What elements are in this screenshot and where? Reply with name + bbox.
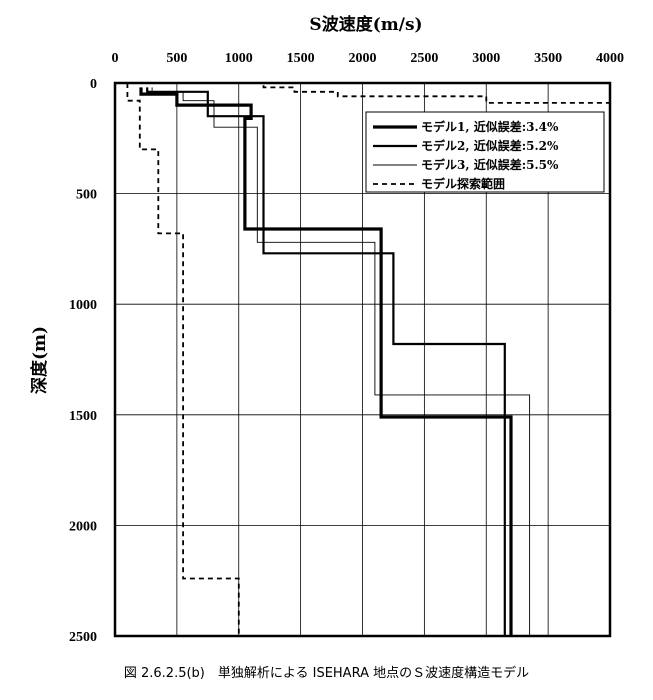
legend-box [365, 111, 605, 193]
y-tick-label: 0 [90, 77, 97, 92]
y-axis-title: 深度(m) [29, 326, 50, 394]
y-tick-label: 1500 [69, 409, 97, 424]
x-tick-labels: 0 500 1000 1500 2000 2500 3000 3500 4000 [112, 51, 625, 66]
series-line-3 [151, 87, 531, 636]
y-tick-label: 1000 [69, 298, 97, 313]
y-tick-label: 2000 [69, 519, 97, 534]
x-tick-label: 3000 [472, 51, 500, 66]
y-tick-label: 2500 [69, 630, 97, 645]
velocity-depth-chart: 0 500 1000 1500 2000 2500 3000 3500 4000 0 500 100… [29, 14, 625, 645]
series-line-5 [238, 82, 610, 104]
x-tick-label: 500 [166, 51, 187, 66]
legend: モデル1, 近似誤差:3.4% モデル2, 近似誤差:5.2% モデル3, 近似誤差… [365, 111, 605, 193]
figure-caption: 図 2.6.2.5(b) 単独解析による ISEHARA 地点のＳ波速度構造モデ… [123, 666, 530, 681]
x-tick-label: 3500 [534, 51, 562, 66]
plot-frame [113, 81, 612, 638]
y-tick-labels: 0 500 1000 1500 2000 2500 [69, 77, 97, 645]
x-tick-label: 1500 [287, 51, 315, 66]
x-tick-label: 1000 [225, 51, 253, 66]
x-tick-label: 4000 [596, 51, 624, 66]
legend-label-1: モデル1, 近似誤差:3.4% [421, 119, 559, 134]
series-lines [126, 82, 610, 636]
series-line-4 [126, 83, 240, 636]
legend-label-2: モデル2, 近似誤差:5.2% [421, 138, 559, 153]
x-tick-label: 0 [112, 51, 119, 66]
x-tick-label: 2500 [410, 51, 438, 66]
x-axis-title: S波速度(m/s) [309, 14, 422, 35]
y-tick-label: 500 [76, 188, 97, 203]
legend-label-4: モデル探索範囲 [421, 176, 505, 191]
series-line-1 [139, 87, 513, 636]
x-tick-label: 2000 [349, 51, 377, 66]
legend-label-3: モデル3, 近似誤差:5.5% [421, 157, 559, 172]
